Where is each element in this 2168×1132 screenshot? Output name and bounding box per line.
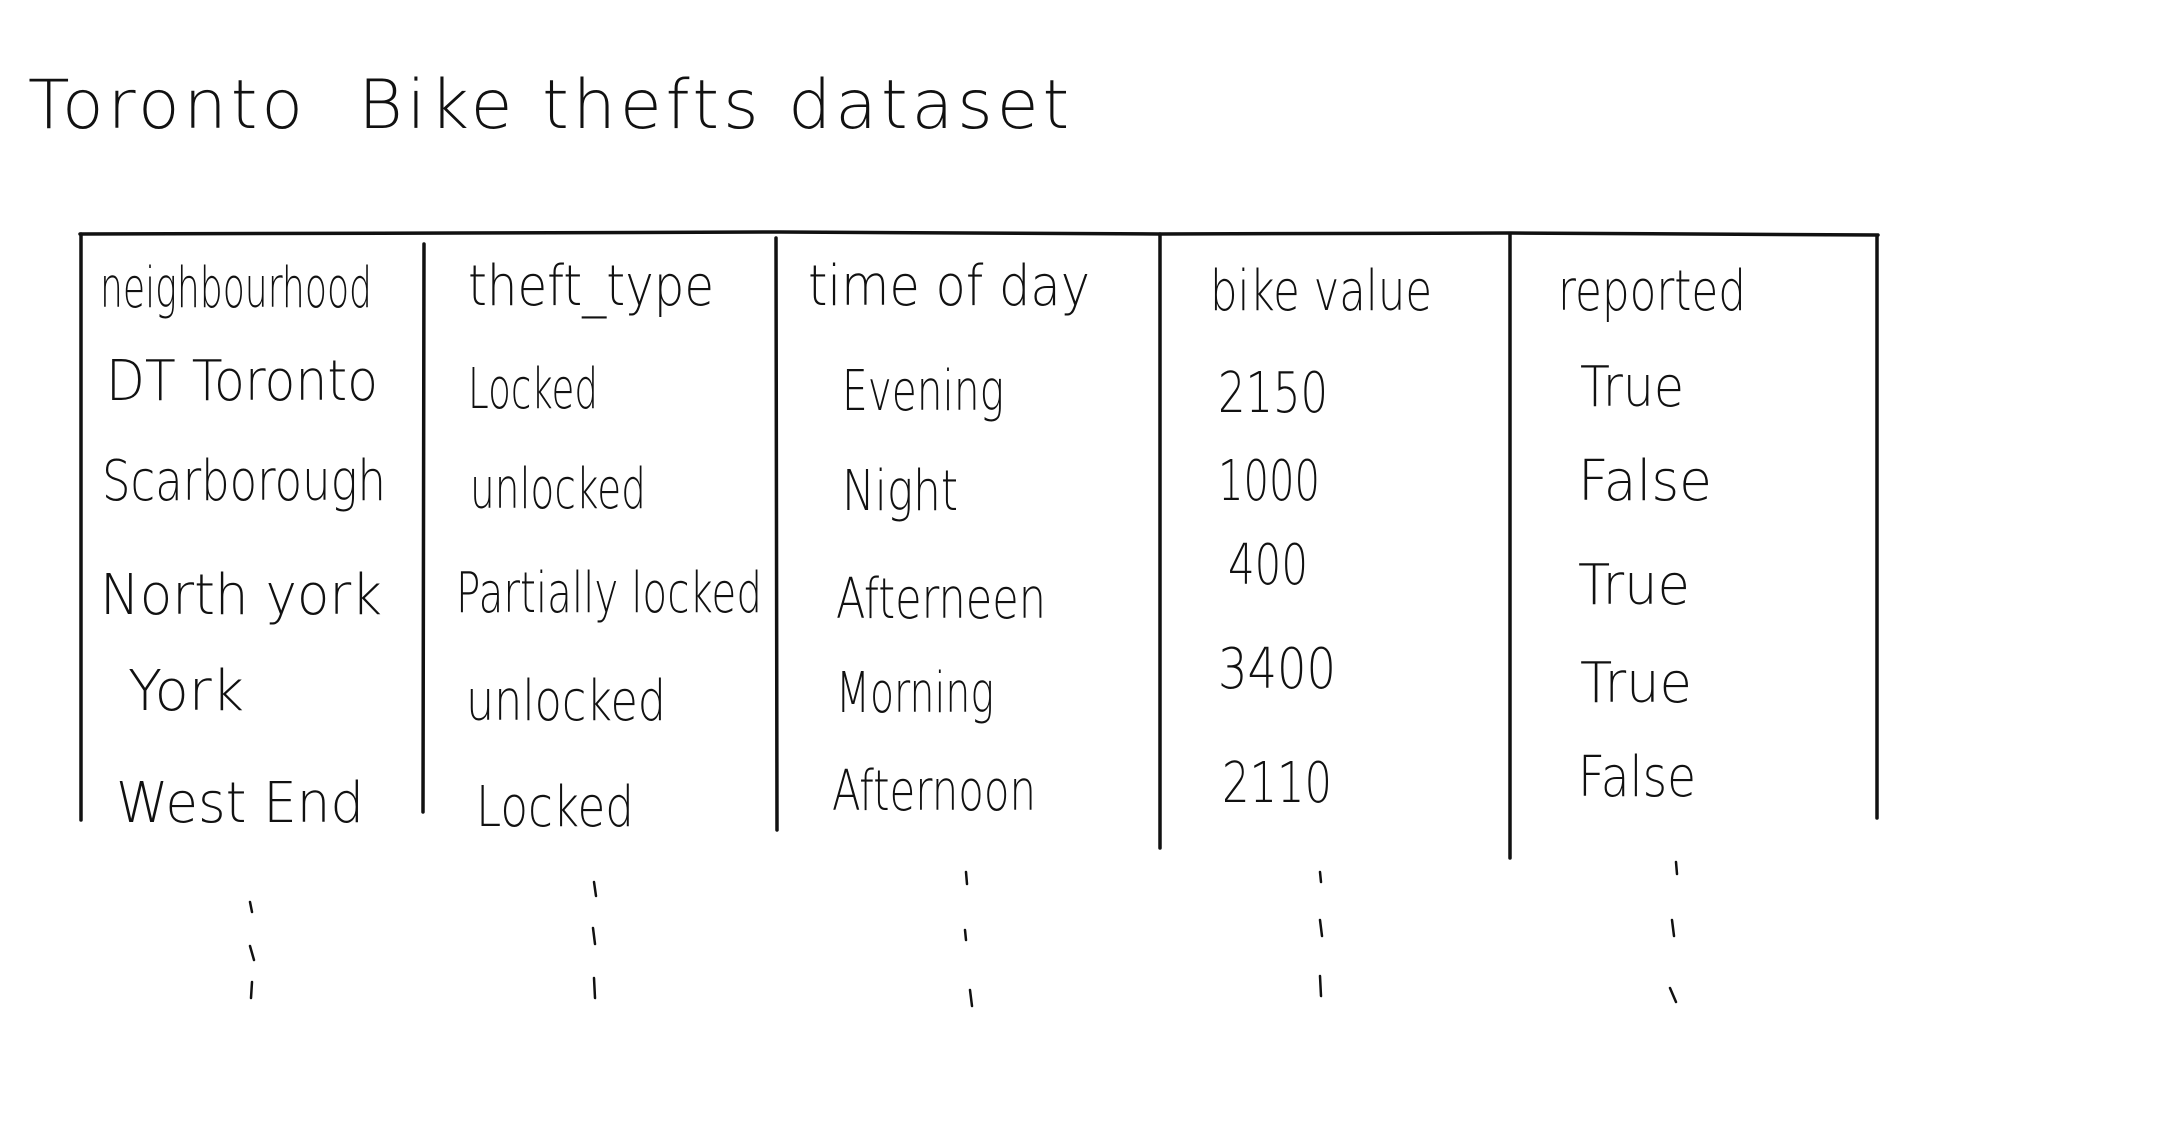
page-title: Toronto Bike thefts dataset xyxy=(28,66,1073,145)
table-cell: False xyxy=(1578,449,1712,514)
column-divider-1 xyxy=(421,242,426,814)
column-header: bike value xyxy=(1210,259,1432,324)
table-cell: Evening xyxy=(842,359,1004,424)
continuation-dots xyxy=(963,870,974,1008)
table-cell: Morning xyxy=(836,661,994,726)
continuation-dots xyxy=(591,880,598,1000)
table-row: DT Toronto Locked Evening 2150 True xyxy=(106,349,1684,426)
table-cell: 2150 xyxy=(1218,361,1328,426)
table-cell: Locked xyxy=(468,357,598,422)
table-grid xyxy=(78,230,1880,860)
table-top-border xyxy=(78,230,1880,237)
table-row: West End Locked Afternoon 2110 False xyxy=(116,745,1696,840)
column-divider-2 xyxy=(774,236,779,832)
column-header: reported xyxy=(1558,259,1746,324)
table-cell: West End xyxy=(116,771,364,836)
table-cell: Partially locked xyxy=(456,561,762,626)
table-cell: York xyxy=(128,659,244,724)
table-cell: 400 xyxy=(1228,533,1308,598)
table-cell: False xyxy=(1578,745,1696,810)
column-header: time of day xyxy=(808,254,1090,319)
column-header: neighbourhood xyxy=(100,256,372,321)
table-cell: True xyxy=(1580,651,1692,716)
table-cell: Night xyxy=(842,459,958,524)
table-cell: Locked xyxy=(476,775,634,840)
table-row: North york Partially locked Afterneen 40… xyxy=(100,533,1690,632)
continuation-marks xyxy=(248,860,1679,1008)
table-cell: True xyxy=(1580,355,1684,420)
table-cell: Afterneen xyxy=(836,567,1046,632)
continuation-dots xyxy=(1668,860,1679,1004)
table-row: York unlocked Morning 3400 True xyxy=(128,637,1692,734)
continuation-dots xyxy=(1318,870,1324,998)
table-header-row: neighbourhood theft_type time of day bik… xyxy=(100,254,1746,324)
table-cell: 1000 xyxy=(1218,449,1320,514)
table-cell: unlocked xyxy=(466,669,666,734)
continuation-dots xyxy=(248,900,256,1000)
table-cell: 3400 xyxy=(1218,637,1336,702)
table-cell: Scarborough xyxy=(102,449,386,514)
table-cell: True xyxy=(1578,553,1690,618)
column-header: theft_type xyxy=(468,254,714,319)
table-cell: North york xyxy=(100,563,382,628)
table-cell: unlocked xyxy=(470,457,646,522)
table-cell: Afternoon xyxy=(832,759,1036,824)
table-cell: 2110 xyxy=(1222,751,1332,816)
table-row: Scarborough unlocked Night 1000 False xyxy=(102,449,1712,524)
table-cell: DT Toronto xyxy=(106,349,378,414)
